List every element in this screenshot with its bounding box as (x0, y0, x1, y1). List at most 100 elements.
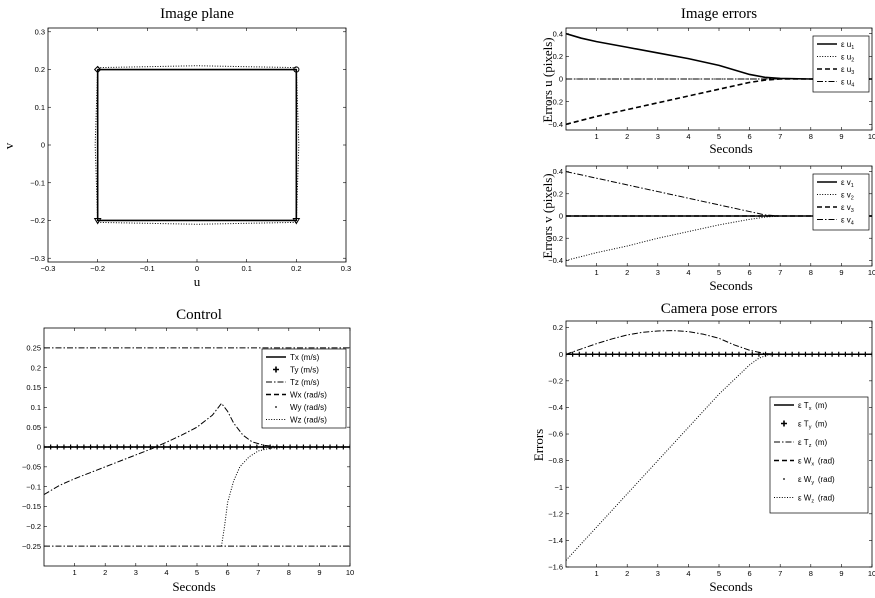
x-axis-label: Seconds (709, 579, 752, 594)
y-axis-label: v (1, 142, 16, 149)
y-tick-label: 0 (41, 141, 45, 150)
x-tick-label: 5 (717, 132, 721, 141)
y-tick-label: 0.3 (35, 27, 45, 36)
plus-marker (187, 444, 193, 450)
legend: Tx (m/s) Ty (m/s) Tz (m/s) Wx (rad/s) Wy (ra… (261, 348, 347, 429)
y-tick-label: −0.2 (548, 376, 563, 385)
plus-marker (227, 444, 233, 450)
plus-marker (147, 444, 153, 450)
y-axis-label: Errors u (pixels) (540, 37, 555, 122)
legend-symbol: ε (841, 215, 847, 224)
y-tick-label: −0.8 (548, 456, 563, 465)
y-tick-label: 0 (559, 350, 563, 359)
legend-label: Tz (m/s) (290, 378, 320, 387)
plus-marker (174, 444, 180, 450)
plus-marker (121, 444, 127, 450)
x-tick-label: 1 (595, 569, 599, 578)
legend: ε Tx (m)ε Ty (m)ε Tz (m)ε Wx (rad)ε Wy (… (769, 396, 869, 514)
x-tick-label: 4 (686, 268, 690, 277)
legend-base: v (847, 203, 851, 212)
legend-label: ε v3 (841, 203, 854, 214)
series-line-dashdot (566, 330, 872, 355)
chart-errors_v: 1 2 3 4 5 6 7 8 9 10 −0.4 −0.2 0 0.2 0.4 Seconds Errors … (540, 165, 875, 293)
x-tick-label: 10 (868, 268, 875, 277)
corner-marker-circle (293, 66, 300, 73)
plus-marker (81, 444, 87, 450)
y-tick-label: −1 (554, 483, 563, 492)
legend-base: u (847, 52, 851, 61)
legend-label: ε u4 (841, 77, 854, 88)
legend-subscript: 1 (851, 183, 854, 189)
legend-symbol: ε (841, 52, 847, 61)
x-tick-label: 0.1 (241, 264, 251, 273)
y-axis-label: Errors v (pixels) (540, 173, 555, 258)
y-tick-label: −0.2 (548, 234, 563, 243)
x-tick-label: 8 (287, 568, 291, 577)
x-tick-label: 7 (778, 569, 782, 578)
legend-swatch-point (275, 406, 277, 408)
legend-subscript: 1 (851, 45, 854, 51)
y-tick-label: −1.2 (548, 509, 563, 518)
legend-symbol: ε (798, 493, 804, 502)
x-tick-label: 3 (656, 569, 660, 578)
corner-marker-triangle (292, 217, 301, 225)
legend-symbol: ε (841, 77, 847, 86)
corner-marker-triangle (93, 217, 102, 225)
x-tick-label: 8 (809, 569, 813, 578)
x-tick-label: 9 (839, 132, 843, 141)
legend-base: u (847, 65, 851, 74)
plus-marker (167, 444, 173, 450)
x-tick-label: 7 (778, 132, 782, 141)
x-tick-label: 1 (73, 568, 77, 577)
legend-subscript: 2 (851, 58, 854, 64)
y-tick-label: 0.4 (553, 167, 563, 176)
legend-base: v (847, 215, 851, 224)
plus-marker (74, 444, 80, 450)
legend-unit: (m) (813, 401, 828, 410)
x-tick-label: 8 (809, 268, 813, 277)
legend-base: v (847, 190, 851, 199)
plus-marker (141, 444, 147, 450)
legend-symbol: ε (798, 456, 804, 465)
plus-marker (221, 444, 227, 450)
chart-title: Image errors (681, 6, 757, 22)
legend-subscript: 3 (851, 208, 854, 214)
x-axis-label: Seconds (709, 278, 752, 293)
plus-marker (114, 444, 120, 450)
legend-swatch-point (783, 478, 785, 480)
x-tick-label: −0.2 (90, 264, 105, 273)
plus-markers (44, 444, 350, 450)
legend-base: u (847, 40, 851, 49)
x-tick-label: 3 (656, 268, 660, 277)
x-tick-label: 2 (625, 268, 629, 277)
legend-symbol: ε (841, 190, 847, 199)
plus-marker (61, 444, 67, 450)
legend-symbol: ε (798, 438, 804, 447)
legend-subscript: 4 (851, 83, 854, 89)
x-tick-label: 10 (346, 568, 354, 577)
series-line-dashed (566, 78, 872, 126)
y-tick-label: −0.4 (548, 120, 563, 129)
x-tick-label: 4 (686, 569, 690, 578)
legend-label: ε v4 (841, 215, 854, 226)
legend-unit: (m) (813, 438, 828, 447)
y-tick-label: 0 (559, 75, 563, 84)
x-tick-label: 10 (868, 132, 875, 141)
plus-marker (44, 444, 47, 450)
plus-marker (181, 444, 187, 450)
legend-subscript: z (811, 499, 814, 505)
x-tick-label: 1 (595, 268, 599, 277)
legend-subscript: 3 (851, 70, 854, 76)
plus-marker (127, 444, 133, 450)
y-tick-label: 0 (37, 443, 41, 452)
chart-title: Control (176, 307, 222, 323)
legend-label: ε u3 (841, 65, 854, 76)
plus-marker (247, 444, 253, 450)
y-tick-label: 0.2 (553, 189, 563, 198)
y-tick-label: 0.2 (31, 363, 41, 372)
legend-box (812, 173, 870, 231)
legend-label: ε u2 (841, 52, 854, 63)
plus-marker (234, 444, 240, 450)
legend-base: T (804, 438, 809, 447)
